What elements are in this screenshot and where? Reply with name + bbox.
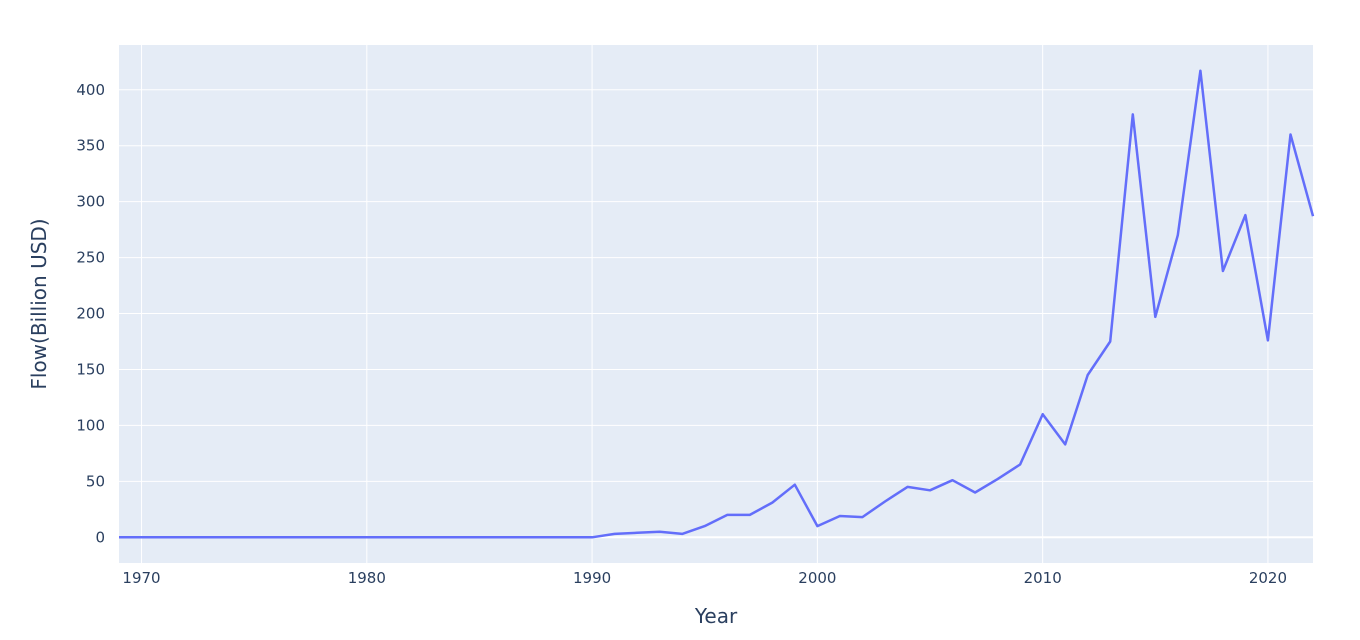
y-tick-label: 50 xyxy=(86,472,105,490)
x-tick-label: 2000 xyxy=(798,569,836,587)
y-axis-title: Flow(Billion USD) xyxy=(27,218,51,389)
y-tick-label: 250 xyxy=(76,249,105,267)
y-tick-label: 0 xyxy=(95,528,105,546)
x-tick-label: 2010 xyxy=(1024,569,1062,587)
x-tick-label: 1990 xyxy=(573,569,611,587)
tick-labels: 1970 1980 1990 2000 2010 2020 0 50 100 150 200 250 3… xyxy=(76,81,1287,587)
y-tick-label: 150 xyxy=(76,360,105,378)
y-tick-label: 400 xyxy=(76,81,105,99)
x-axis-title: Year xyxy=(694,604,738,628)
series-line xyxy=(119,69,1315,539)
x-tick-label: 2020 xyxy=(1249,569,1287,587)
y-tick-label: 100 xyxy=(76,416,105,434)
y-tick-label: 350 xyxy=(76,137,105,155)
x-tick-label: 1980 xyxy=(348,569,386,587)
y-tick-label: 200 xyxy=(76,305,105,323)
y-tick-label: 300 xyxy=(76,193,105,211)
x-tick-label: 1970 xyxy=(122,569,160,587)
